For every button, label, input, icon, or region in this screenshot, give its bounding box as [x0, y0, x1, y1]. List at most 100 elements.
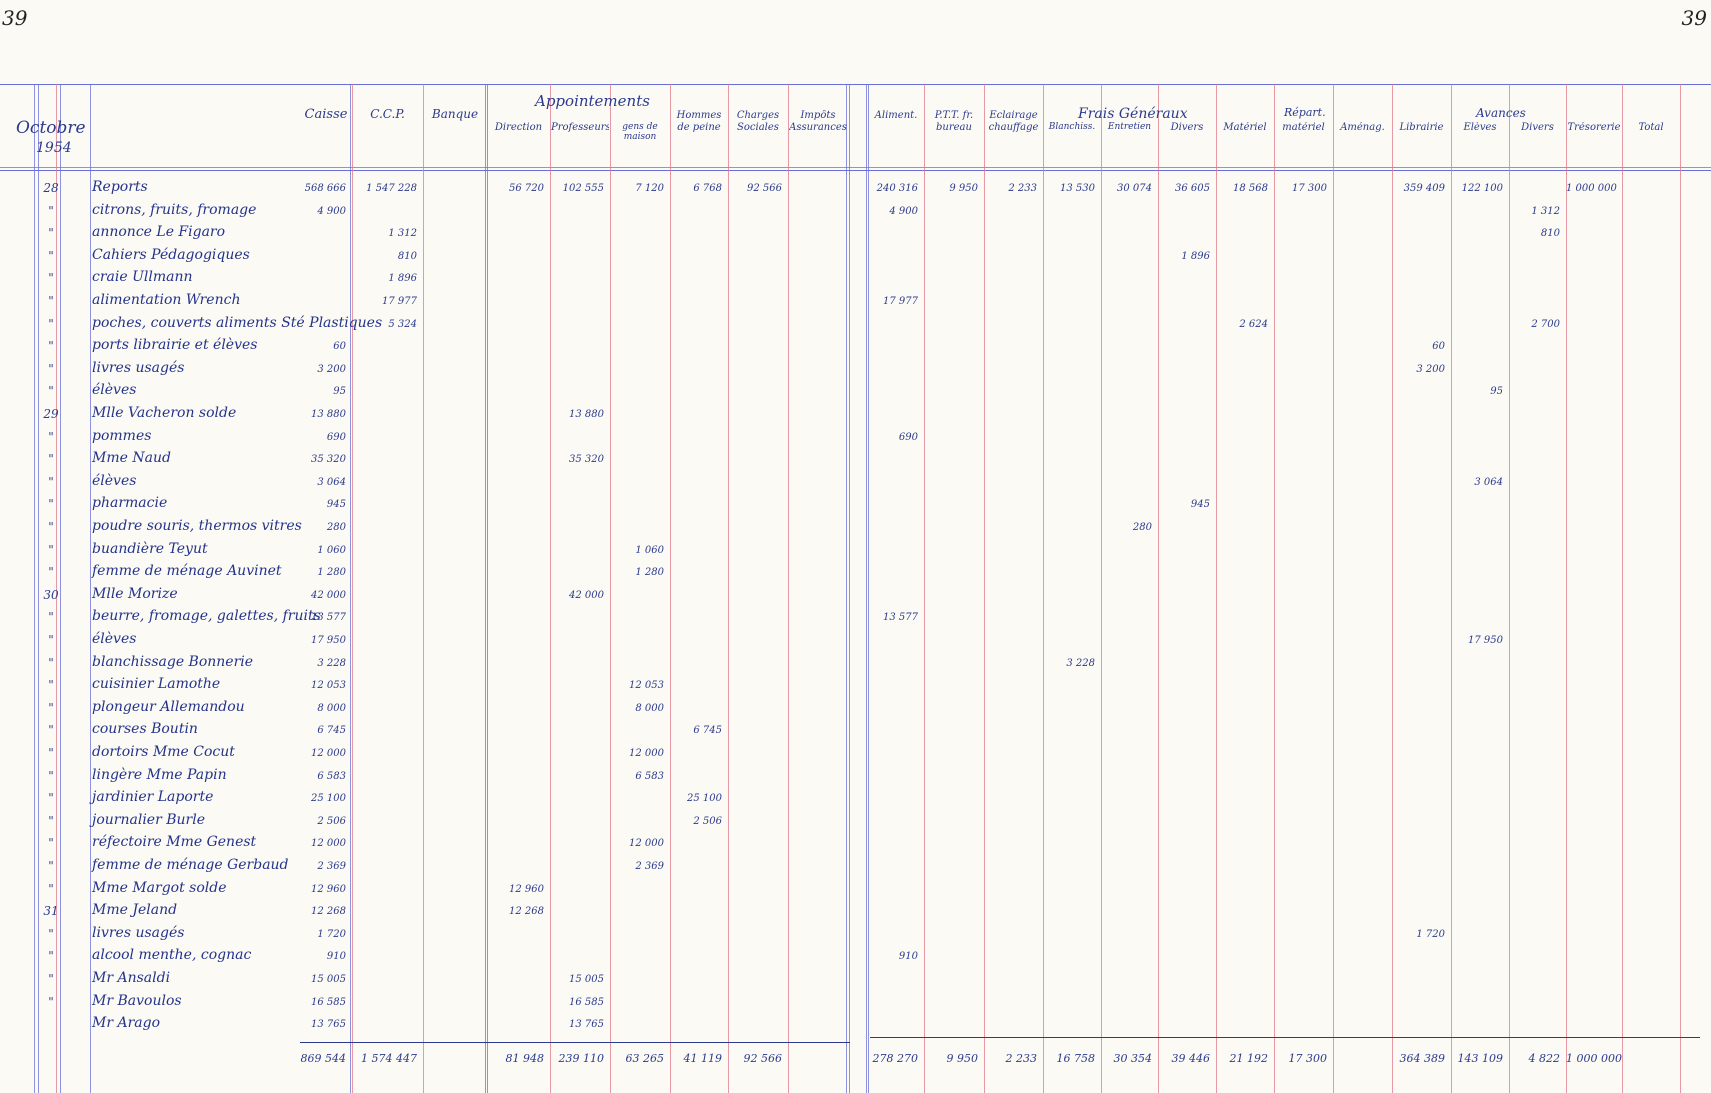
row-day: "	[48, 452, 54, 467]
row-description: cuisinier Lamothe	[92, 676, 221, 693]
row-amount-hommes-peine: 6 745	[693, 725, 722, 737]
row-day: "	[48, 226, 54, 241]
row-amount-aliment: 240 316	[876, 183, 918, 194]
column-header-materiel-repar: matériel	[1282, 122, 1325, 133]
totals-rule-right	[870, 1037, 1700, 1038]
column-rule	[1101, 84, 1102, 1093]
row-amount-professeurs: 15 005	[569, 974, 604, 985]
row-amount-divers-av: 1 312	[1531, 205, 1560, 217]
row-amount-entretien: 280	[1132, 522, 1152, 533]
column-rule	[550, 84, 551, 1093]
column-rule	[670, 84, 671, 1093]
totals-rule-left	[300, 1042, 850, 1043]
row-amount-caisse: 15 005	[311, 974, 346, 985]
row-amount-divers: 945	[1190, 499, 1210, 511]
row-description: beurre, fromage, galettes, fruits	[92, 608, 321, 625]
column-rule	[868, 84, 869, 1093]
column-header-total: Total	[1638, 122, 1664, 133]
total-aliment: 278 270	[872, 1052, 919, 1065]
row-amount-materiel: 18 568	[1233, 183, 1268, 194]
row-amount-gens-maison: 12 000	[629, 838, 664, 850]
column-rule	[1274, 84, 1275, 1093]
row-description: pommes	[92, 427, 152, 444]
row-description: poches, couverts aliments Sté Plastiques	[92, 314, 383, 331]
row-amount-ccp: 5 324	[388, 318, 417, 330]
row-amount-ccp: 17 977	[382, 296, 417, 307]
column-header-caisse: Caisse	[304, 108, 348, 122]
column-header-banque: Banque	[431, 108, 479, 121]
row-description: Cahiers Pédagogiques	[92, 246, 250, 263]
row-description: Mr Ansaldi	[92, 970, 171, 986]
row-amount-gens-maison: 1 060	[635, 544, 664, 556]
total-eclairage: 2 233	[1005, 1052, 1038, 1065]
total-divers-av: 4 822	[1528, 1052, 1561, 1065]
page-number-left: 39	[2, 6, 28, 30]
column-rule	[90, 84, 91, 1093]
row-amount-caisse: 2 369	[317, 861, 346, 872]
row-amount-aliment: 910	[898, 951, 918, 963]
row-day: "	[48, 791, 54, 806]
row-day: "	[48, 474, 54, 489]
row-amount-caisse: 2 506	[317, 815, 346, 827]
row-amount-professeurs: 35 320	[569, 454, 604, 466]
group-header-reparations: Répart.	[1284, 106, 1326, 119]
row-amount-gens-maison: 6 583	[635, 770, 664, 782]
column-rule	[849, 84, 850, 1093]
row-amount-professeurs: 16 585	[569, 996, 604, 1008]
row-day: "	[48, 610, 54, 625]
row-day: "	[48, 316, 54, 331]
column-header-divers: Divers	[1170, 122, 1204, 133]
row-day: "	[48, 520, 54, 534]
row-amount-caisse: 945	[326, 499, 346, 511]
column-header-ccp: C.C.P.	[370, 108, 405, 121]
row-amount-aliment: 17 977	[883, 296, 918, 307]
row-description: alimentation Wrench	[92, 292, 241, 308]
column-header-direction: Direction	[494, 122, 543, 133]
row-day: "	[48, 248, 54, 263]
row-amount-caisse: 910	[326, 951, 346, 963]
row-day: "	[48, 994, 54, 1009]
row-amount-caisse: 280	[326, 522, 346, 533]
total-hommes-peine: 41 119	[683, 1052, 723, 1065]
row-amount-librairie: 359 409	[1403, 183, 1445, 194]
column-rule	[350, 84, 351, 1093]
row-amount-caisse: 3 064	[317, 476, 346, 488]
row-day: "	[48, 497, 54, 512]
row-day: 30	[43, 587, 59, 602]
row-description: Reports	[92, 179, 148, 195]
row-amount-ccp: 810	[397, 250, 417, 262]
column-rule	[984, 84, 985, 1093]
row-description: lingère Mme Papin	[92, 766, 227, 783]
column-header-eleves: Elèves	[1463, 122, 1497, 133]
month-label: Octobre	[16, 118, 86, 138]
row-amount-caisse: 1 280	[317, 567, 346, 579]
row-amount-ptt: 9 950	[949, 183, 978, 194]
row-amount-eleves: 17 950	[1468, 635, 1503, 646]
row-amount-hommes-peine: 6 768	[693, 183, 722, 194]
total-direction: 81 948	[505, 1052, 545, 1065]
row-day: "	[48, 542, 54, 557]
column-header-blanchiss: Blanchiss.	[1048, 122, 1096, 132]
row-day: "	[48, 859, 54, 873]
column-rule	[788, 84, 789, 1093]
row-amount-caisse: 6 583	[317, 770, 346, 782]
page-number-right: 39	[1681, 6, 1707, 30]
row-description: Mme Naud	[92, 450, 171, 467]
column-rule	[56, 84, 57, 1093]
row-description: femme de ménage Auvinet	[92, 563, 282, 580]
row-amount-blanchiss: 3 228	[1066, 657, 1095, 669]
column-header-charges-sociales: Charges Sociales	[736, 110, 780, 133]
row-amount-gens-maison: 7 120	[635, 183, 664, 194]
column-header-professeurs: Professeurs	[551, 122, 609, 133]
row-amount-caisse: 12 268	[311, 906, 346, 918]
row-amount-gens-maison: 8 000	[635, 702, 664, 714]
header-bottom-rule-blue	[0, 170, 1711, 171]
row-amount-caisse: 1 720	[317, 928, 346, 940]
row-amount-professeurs: 13 880	[569, 409, 604, 420]
total-professeurs: 239 110	[558, 1052, 605, 1065]
column-header-tresorerie: Trésorerie	[1567, 122, 1621, 133]
row-description: buandière Teyut	[92, 540, 208, 557]
row-amount-caisse: 12 960	[311, 883, 346, 895]
row-amount-ccp: 1 547 228	[366, 183, 417, 194]
row-amount-direction: 56 720	[509, 183, 544, 194]
